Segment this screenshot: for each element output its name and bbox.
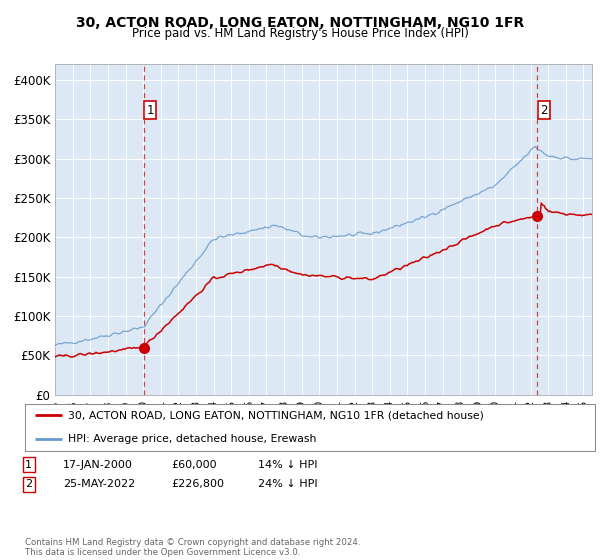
Text: 1: 1	[25, 460, 32, 470]
Text: Contains HM Land Registry data © Crown copyright and database right 2024.
This d: Contains HM Land Registry data © Crown c…	[25, 538, 361, 557]
Text: 2: 2	[540, 104, 548, 116]
Text: Price paid vs. HM Land Registry's House Price Index (HPI): Price paid vs. HM Land Registry's House …	[131, 27, 469, 40]
Text: £226,800: £226,800	[171, 479, 224, 489]
Text: 30, ACTON ROAD, LONG EATON, NOTTINGHAM, NG10 1FR: 30, ACTON ROAD, LONG EATON, NOTTINGHAM, …	[76, 16, 524, 30]
Text: 24% ↓ HPI: 24% ↓ HPI	[258, 479, 317, 489]
Text: 2: 2	[25, 479, 32, 489]
Text: HPI: Average price, detached house, Erewash: HPI: Average price, detached house, Erew…	[68, 433, 316, 444]
Text: £60,000: £60,000	[171, 460, 217, 470]
Text: 17-JAN-2000: 17-JAN-2000	[63, 460, 133, 470]
Text: 25-MAY-2022: 25-MAY-2022	[63, 479, 135, 489]
Text: 30, ACTON ROAD, LONG EATON, NOTTINGHAM, NG10 1FR (detached house): 30, ACTON ROAD, LONG EATON, NOTTINGHAM, …	[68, 410, 484, 421]
Text: 14% ↓ HPI: 14% ↓ HPI	[258, 460, 317, 470]
Text: 1: 1	[146, 104, 154, 116]
